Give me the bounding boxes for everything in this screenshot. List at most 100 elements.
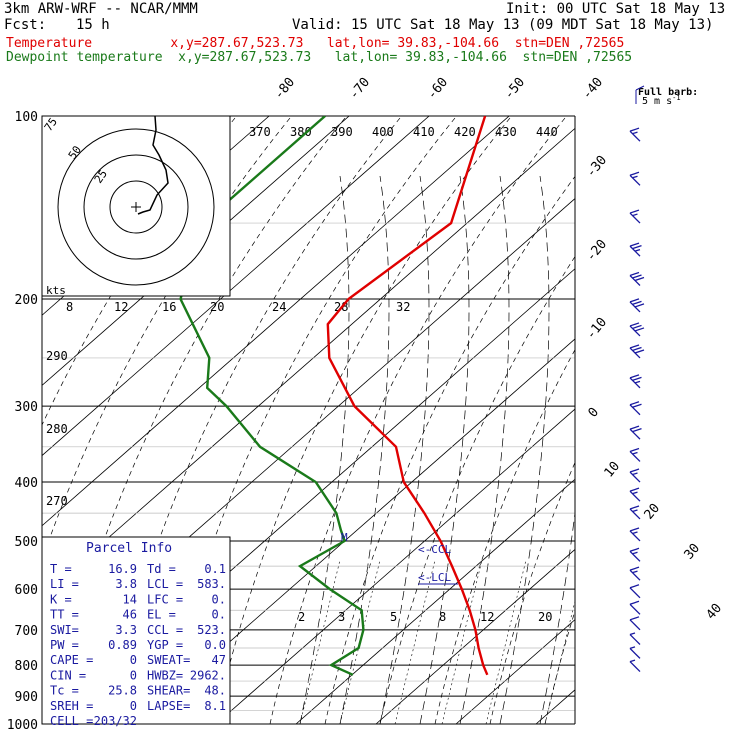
isotherm-line <box>42 127 575 597</box>
wind-barb-half-feather <box>632 175 638 179</box>
dry-adiabat-line <box>159 116 458 724</box>
wind-barb-staff <box>629 428 641 440</box>
dry-adiabat-line <box>42 116 238 426</box>
isotherm-line <box>535 689 575 724</box>
legend-temperature: Temperature x,y=287.67,523.73 lat,lon= 3… <box>6 36 625 51</box>
pressure-label: 800 <box>15 659 38 674</box>
wind-barb-feather <box>629 242 640 247</box>
wind-barb-half-feather <box>629 659 636 663</box>
wind-legend-flag <box>635 85 645 91</box>
wind-barb <box>629 600 641 615</box>
hodograph-ring-50 <box>83 154 189 260</box>
wind-barb-staff <box>629 212 641 224</box>
legend-dewpoint: Dewpoint temperature x,y=287.67,523.73 l… <box>6 50 633 65</box>
wind-barb-half-feather <box>632 213 638 217</box>
mixing-ratio-line <box>299 559 341 724</box>
wind-barb-half-feather <box>634 380 641 384</box>
parcel-row-value-2: 0. <box>212 608 226 622</box>
parcel-row-value: 0 <box>130 699 137 713</box>
theta-e-label: 440 <box>536 125 558 139</box>
moist-adiabat-line <box>299 175 350 724</box>
valid-time: Valid: 15 UTC Sat 18 May 13 (09 MDT Sat … <box>292 17 714 33</box>
wind-barb <box>629 298 645 313</box>
wind-barb-feather <box>629 584 640 589</box>
moist-adiabat-line <box>419 175 470 724</box>
parcel-row-value-2: 2962. <box>190 668 226 682</box>
parcel-row-label-2: YGP = <box>147 638 183 652</box>
wind-barb-feather <box>629 209 640 214</box>
theta-e-label: 370 <box>249 125 271 139</box>
parcel-row-value: 3.3 <box>115 623 137 637</box>
wind-barb-staff <box>629 490 641 502</box>
wind-barb-feather <box>629 566 640 571</box>
wind-barb-half-feather <box>632 131 638 135</box>
theta-e-mid-label: 12 <box>114 300 128 314</box>
dry-adiabat-line <box>104 116 403 724</box>
theta-e-mid-label: 20 <box>210 300 224 314</box>
wind-barb-feather <box>632 274 642 279</box>
parcel-row-label-2: Td = <box>147 562 176 576</box>
wind-barb-feather <box>629 527 640 532</box>
wind-barb-staff <box>629 508 641 520</box>
mixing-ratio-line <box>339 559 381 724</box>
temperature-tick-label: -40 <box>580 75 607 103</box>
pressure-label: 400 <box>15 476 38 491</box>
dry-adiabat-line <box>214 116 513 724</box>
wind-barb-feather <box>629 487 640 492</box>
parcel-row-value: 16.9 <box>108 562 137 576</box>
wind-barb <box>629 527 641 542</box>
wind-barb-half-feather <box>632 509 638 513</box>
temperature-tick-label: -60 <box>425 75 452 103</box>
wind-barb <box>629 271 645 286</box>
temperature-tick-label: -70 <box>347 75 374 103</box>
moist-adiabat-line <box>339 175 390 724</box>
wind-barb-feather <box>632 428 642 433</box>
isotherm-line <box>696 116 740 724</box>
wind-barb-half-feather <box>632 451 638 455</box>
temperature-tick-label: -20 <box>584 237 611 265</box>
hodograph: 75 50 25 kts <box>41 115 231 297</box>
dry-adiabat-line <box>544 610 575 724</box>
wind-barb-feather <box>629 468 640 473</box>
parcel-row-label: SREH = <box>50 699 93 713</box>
hodograph-trace <box>137 115 169 215</box>
parcel-row-label: CELL = <box>50 714 93 728</box>
parcel-row-value-2: 0.0 <box>204 638 226 652</box>
wind-barb-feather <box>629 127 640 132</box>
forecast-value: 15 h <box>76 17 110 33</box>
wind-barb-feather <box>629 547 640 552</box>
wind-barb-staff <box>629 619 641 631</box>
wind-barb-feather <box>629 298 640 303</box>
wind-barb-feather <box>629 447 640 453</box>
pressure-label: 700 <box>15 624 38 639</box>
hodograph-ring-25 <box>109 180 163 234</box>
init-time: Init: 00 UTC Sat 18 May 13 <box>506 1 726 17</box>
theta-e-label: 410 <box>413 125 435 139</box>
parcel-row-value-2: 47 <box>212 653 226 667</box>
mixing-ratio-label: 8 <box>439 610 446 624</box>
wind-barb-staff <box>629 603 641 615</box>
wind-barb-feather <box>629 374 640 379</box>
parcel-info-frame <box>41 536 231 725</box>
pressure-label: 300 <box>15 400 38 415</box>
dry-adiabat-line <box>434 349 575 724</box>
lcl-label: <-LCL <box>418 571 451 584</box>
isotherm-line <box>42 116 350 386</box>
hodograph-kts-label: kts <box>46 284 66 297</box>
wind-barb-feather <box>632 346 642 352</box>
wind-barb-staff <box>629 471 641 483</box>
wind-barb-feather <box>629 505 640 510</box>
theta-e-mid-label: 24 <box>272 300 286 314</box>
wind-legend-line1: Full barb: <box>638 87 698 98</box>
temperature-tick-label: -10 <box>584 315 611 343</box>
parcel-row-value-2: 583. <box>197 577 226 591</box>
wind-barb-feather <box>632 324 642 330</box>
wind-barb-feather <box>632 244 642 250</box>
parcel-row-label: CIN = <box>50 668 86 682</box>
temperature-tick-label: 0 <box>586 405 603 421</box>
hodograph-label-75: 75 <box>42 115 60 133</box>
pressure-label: 900 <box>15 690 38 705</box>
parcel-row-label-2: LAPSE= <box>147 699 190 713</box>
wind-barb-feather <box>634 327 645 332</box>
theta-e-mid-label: 8 <box>66 300 73 314</box>
